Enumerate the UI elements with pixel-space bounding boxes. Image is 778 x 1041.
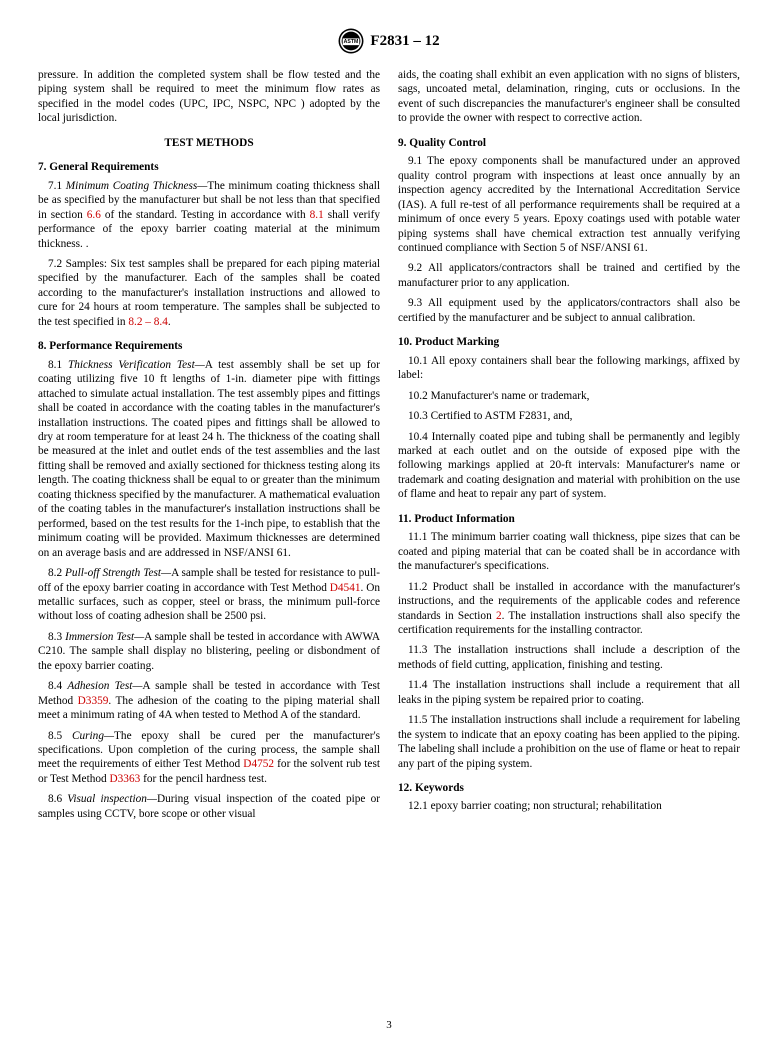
doc-id: F2831 – 12 [370,33,439,50]
para-8-4: 8.4 Adhesion Test—A sample shall be test… [38,679,380,722]
para-10-2: 10.2 Manufacturer's name or trademark, [398,389,740,403]
para-7-2: 7.2 Samples: Six test samples shall be p… [38,257,380,329]
p85-text-c: for the pencil hardness test. [140,773,267,785]
page-header: ASTM F2831 – 12 [38,28,740,54]
p83-num: 8.3 [48,631,65,643]
p71-text-b: of the standard. Testing in accordance w… [101,209,310,221]
para-8-5: 8.5 Curing—The epoxy shall be cured per … [38,729,380,787]
p85-num: 8.5 [48,730,72,742]
right-column: aids, the coating shall exhibit an even … [398,68,740,827]
svg-text:ASTM: ASTM [344,39,359,45]
para-8-3: 8.3 Immersion Test—A sample shall be tes… [38,630,380,673]
section-7-head: 7. General Requirements [38,160,380,174]
p72-ref[interactable]: 8.2 – 8.4 [128,316,168,328]
p83-title: Immersion Test— [65,631,144,643]
section-11-head: 11. Product Information [398,512,740,526]
para-11-2: 11.2 Product shall be installed in accor… [398,580,740,638]
para-10-4: 10.4 Internally coated pipe and tubing s… [398,430,740,502]
p81-title: Thickness Verification Test— [68,359,205,371]
test-methods-heading: TEST METHODS [38,136,380,150]
p86-title: Visual inspection— [67,793,157,805]
para-11-3: 11.3 The installation instructions shall… [398,643,740,672]
section-10-head: 10. Product Marking [398,335,740,349]
p71-title: Minimum Coating Thickness— [66,180,208,192]
p85-title: Curing— [72,730,114,742]
para-7-1: 7.1 Minimum Coating Thickness—The minimu… [38,179,380,251]
p81-num: 8.1 [48,359,68,371]
para-10-1: 10.1 All epoxy containers shall bear the… [398,354,740,383]
p72-text-b: . [168,316,171,328]
p82-num: 8.2 [48,567,65,579]
astm-logo-icon: ASTM [338,28,364,54]
para-8-2: 8.2 Pull-off Strength Test—A sample shal… [38,566,380,624]
p72-text-a: 7.2 Samples: Six test samples shall be p… [38,258,380,328]
para-12-1: 12.1 epoxy barrier coating; non structur… [398,799,740,813]
p71-num: 7.1 [48,180,66,192]
para-9-1: 9.1 The epoxy components shall be manufa… [398,154,740,255]
p81-text: A test assembly shall be set up for coat… [38,359,380,559]
para-aids: aids, the coating shall exhibit an even … [398,68,740,126]
p84-ref[interactable]: D3359 [78,695,109,707]
para-11-1: 11.1 The minimum barrier coating wall th… [398,530,740,573]
para-11-5: 11.5 The installation instructions shall… [398,713,740,771]
page-number: 3 [386,1019,392,1031]
p85-ref-2[interactable]: D3363 [109,773,140,785]
section-9-head: 9. Quality Control [398,136,740,150]
para-pressure: pressure. In addition the completed syst… [38,68,380,126]
section-12-head: 12. Keywords [398,781,740,795]
para-8-6: 8.6 Visual inspection—During visual insp… [38,792,380,821]
p71-ref-66[interactable]: 6.6 [87,209,101,221]
p71-ref-81[interactable]: 8.1 [310,209,324,221]
para-10-3: 10.3 Certified to ASTM F2831, and, [398,409,740,423]
para-8-1: 8.1 Thickness Verification Test—A test a… [38,358,380,560]
p84-title: Adhesion Test— [67,680,142,692]
para-9-3: 9.3 All equipment used by the applicator… [398,296,740,325]
p85-ref-1[interactable]: D4752 [243,758,274,770]
left-column: pressure. In addition the completed syst… [38,68,380,827]
p86-num: 8.6 [48,793,67,805]
columns: pressure. In addition the completed syst… [38,68,740,827]
p84-num: 8.4 [48,680,67,692]
para-11-4: 11.4 The installation instructions shall… [398,678,740,707]
p82-ref[interactable]: D4541 [330,582,361,594]
section-8-head: 8. Performance Requirements [38,339,380,353]
p82-title: Pull-off Strength Test— [65,567,171,579]
para-9-2: 9.2 All applicators/contractors shall be… [398,261,740,290]
